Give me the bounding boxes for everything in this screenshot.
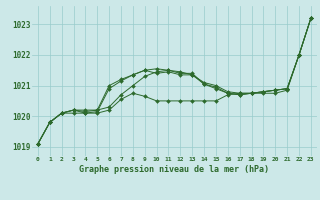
X-axis label: Graphe pression niveau de la mer (hPa): Graphe pression niveau de la mer (hPa) — [79, 165, 269, 174]
